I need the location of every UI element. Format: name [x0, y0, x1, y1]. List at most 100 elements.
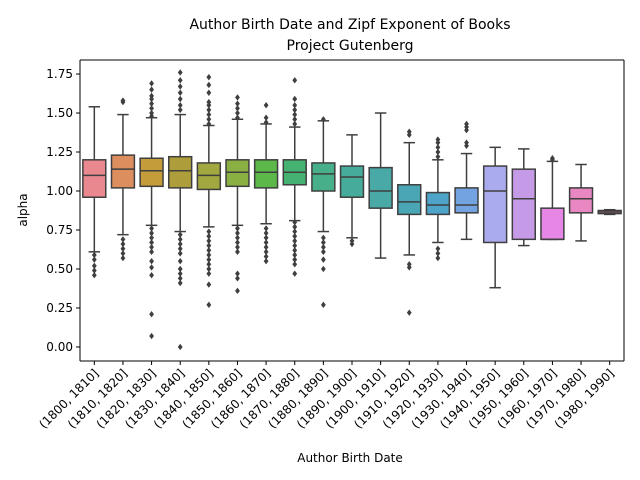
outlier-point: [435, 148, 441, 156]
outlier-point: [149, 272, 154, 279]
outlier-point: [149, 105, 154, 112]
box-iqr: [540, 207, 565, 241]
outlier-point: [177, 231, 183, 238]
outlier-point: [292, 111, 298, 118]
box-group: [311, 116, 336, 309]
outlier-point: [177, 270, 183, 277]
box-group: [568, 163, 594, 242]
outlier-point: [235, 287, 240, 295]
outlier-point: [149, 264, 154, 271]
outlier-point: [91, 251, 97, 259]
y-tick-label: 1.00: [46, 184, 73, 198]
box-iqr: [482, 165, 508, 244]
outlier-point: [235, 225, 240, 232]
outlier-point: [91, 267, 97, 274]
outlier-point: [149, 225, 154, 232]
outlier-point: [177, 279, 183, 287]
outlier-point: [292, 106, 298, 114]
outlier-point: [149, 86, 154, 93]
outlier-point: [177, 240, 183, 248]
box-group: [196, 73, 222, 309]
outlier-point: [235, 114, 240, 121]
box-group: [168, 69, 193, 351]
outlier-point: [320, 116, 326, 123]
outlier-point: [435, 245, 441, 252]
outlier-point: [206, 73, 212, 81]
outlier-point: [292, 223, 298, 231]
y-tick-label: 0.50: [46, 262, 73, 276]
outlier-point: [91, 256, 97, 263]
box-iqr: [368, 166, 393, 209]
outlier-point: [435, 136, 441, 143]
outlier-point: [263, 225, 269, 232]
outlier-point: [149, 109, 154, 117]
box-group: [339, 134, 365, 248]
outlier-point: [320, 243, 326, 251]
outlier-point: [320, 301, 326, 309]
outlier-point: [292, 120, 298, 128]
outlier-point: [235, 100, 240, 107]
outlier-point: [206, 251, 212, 259]
box-group: [110, 97, 136, 262]
outlier-point: [177, 106, 183, 114]
box-iqr: [253, 159, 279, 189]
outlier-point: [320, 234, 326, 241]
outlier-point: [177, 102, 183, 109]
outlier-point: [464, 120, 469, 128]
outlier-point: [206, 265, 212, 273]
outlier-point: [320, 239, 326, 246]
outlier-point: [235, 94, 240, 101]
x-axis: (1800, 1810](1810, 1820](1820, 1830](183…: [36, 59, 624, 431]
outlier-point: [91, 262, 97, 270]
outlier-point: [292, 261, 298, 268]
outlier-point: [320, 265, 326, 273]
outlier-point: [235, 243, 240, 251]
y-tick-label: 0.00: [46, 340, 73, 354]
outlier-point: [292, 242, 298, 249]
outlier-point: [206, 111, 212, 118]
box-iqr: [311, 162, 336, 192]
outlier-point: [177, 265, 183, 273]
outlier-point: [149, 311, 154, 318]
outlier-point: [235, 275, 240, 282]
box-group: [82, 106, 107, 279]
box-iqr: [425, 191, 451, 216]
outlier-point: [263, 253, 269, 260]
outlier-point: [206, 261, 212, 268]
box-iqr: [397, 184, 422, 216]
outlier-point: [263, 248, 269, 256]
outlier-point: [177, 343, 183, 351]
outlier-point: [292, 247, 298, 254]
box-group: [282, 77, 307, 277]
outlier-point: [149, 92, 154, 100]
box-group: [368, 112, 393, 259]
box-group: [597, 208, 622, 216]
y-tick-label: 1.50: [46, 106, 73, 120]
outlier-point: [292, 256, 298, 263]
outlier-point: [406, 309, 412, 316]
outlier-point: [235, 239, 240, 246]
outlier-point: [206, 281, 212, 288]
outlier-point: [206, 228, 212, 235]
outlier-point: [292, 251, 298, 259]
outlier-point: [177, 77, 183, 84]
outlier-point: [263, 229, 269, 237]
outlier-point: [177, 83, 183, 90]
outlier-point: [435, 250, 441, 257]
box-iqr: [110, 154, 136, 189]
outlier-point: [263, 102, 269, 109]
box-iqr: [511, 168, 536, 241]
box-group: [139, 80, 164, 340]
outlier-point: [435, 254, 441, 262]
box-iqr: [168, 155, 193, 189]
box-iqr: [339, 165, 365, 198]
outlier-point: [149, 234, 154, 241]
outlier-point: [263, 234, 269, 241]
outlier-point: [177, 69, 183, 76]
box-iqr: [568, 187, 594, 214]
box-iqr: [196, 162, 222, 191]
outlier-point: [464, 139, 469, 146]
box-iqr: [225, 159, 250, 188]
outlier-point: [292, 116, 298, 123]
outlier-point: [235, 248, 240, 256]
